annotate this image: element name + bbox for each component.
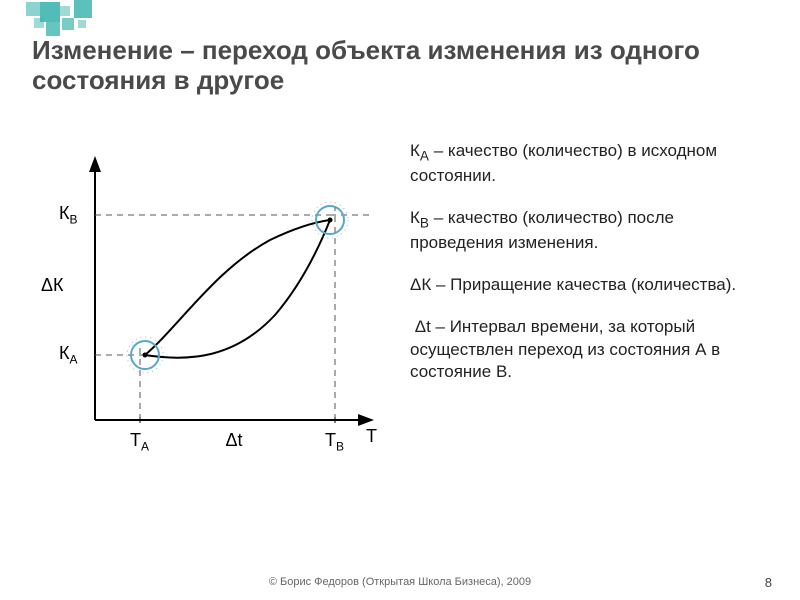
slide-title: Изменение – переход объекта изменения из… xyxy=(32,36,770,96)
label-kb: КB xyxy=(59,203,78,227)
content-area: КB КA ΔК T TA TB Δt КA – качество (колич… xyxy=(30,140,770,560)
definition-item: ΔК – Приращение качества (количества). xyxy=(410,274,770,296)
page-number: 8 xyxy=(765,575,772,590)
label-delta-k: ΔК xyxy=(41,275,64,296)
slide: Изменение – переход объекта изменения из… xyxy=(0,0,800,600)
footer-copyright: © Борис Федоров (Открытая Школа Бизнеса)… xyxy=(0,576,800,588)
definition-item: КA – качество (количество) в исходном со… xyxy=(410,140,770,187)
label-ka: КA xyxy=(59,343,78,367)
definitions-list: КA – качество (количество) в исходном со… xyxy=(400,140,770,560)
label-t-axis: T xyxy=(366,426,377,447)
label-tb: TB xyxy=(325,430,344,454)
definition-item: КB – качество (количество) после проведе… xyxy=(410,207,770,254)
label-ta: TA xyxy=(130,430,149,454)
definition-item: Δt – Интервал времени, за который осущес… xyxy=(410,316,770,382)
label-delta-t: Δt xyxy=(226,430,243,451)
chart-panel: КB КA ΔК T TA TB Δt xyxy=(30,140,400,560)
state-transition-chart xyxy=(30,140,400,470)
